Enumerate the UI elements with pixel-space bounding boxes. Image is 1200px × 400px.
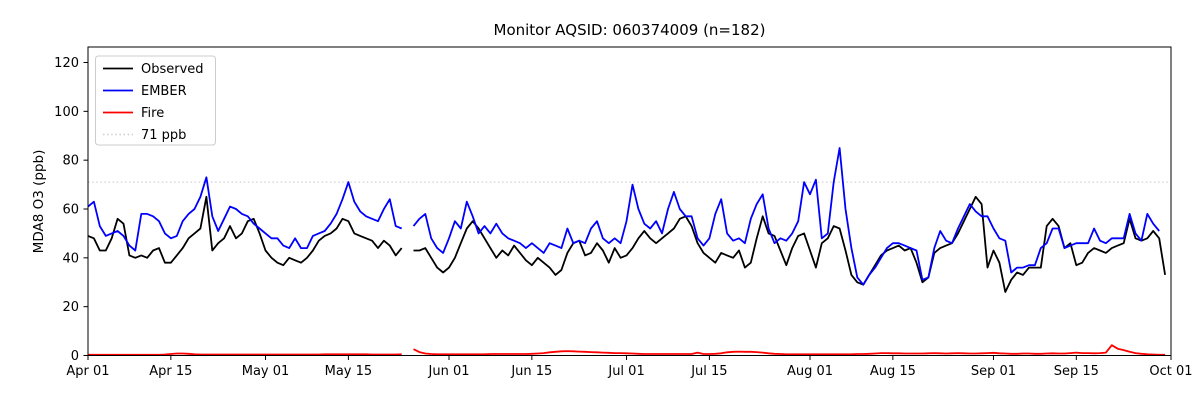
y-tick-label: 40: [62, 251, 79, 266]
x-tick-label: Sep 15: [1054, 364, 1099, 379]
x-tick-label: Oct 01: [1149, 364, 1192, 379]
observed-line: [87, 195, 403, 267]
legend-label-fire: Fire: [141, 106, 164, 121]
x-tick-label: Jun 01: [428, 364, 470, 379]
x-tick-label: May 15: [325, 364, 373, 379]
y-tick-label: 80: [62, 154, 79, 169]
y-tick-label: 0: [71, 349, 79, 364]
x-tick-label: May 01: [242, 364, 290, 379]
fire-line: [413, 344, 1166, 356]
legend-label-ember: EMBER: [141, 84, 187, 99]
x-tick-label: Apr 15: [149, 364, 192, 379]
observed-line: [413, 195, 1166, 293]
axes-box: [87, 46, 1172, 356]
ember-line: [412, 147, 1160, 286]
x-tick-label: Jun 15: [510, 364, 552, 379]
x-tick-label: Aug 15: [870, 364, 916, 379]
x-tick-label: Sep 01: [971, 364, 1016, 379]
y-tick-label: 20: [62, 300, 79, 315]
y-tick-label: 100: [54, 105, 79, 120]
legend-label-observed: Observed: [141, 62, 204, 77]
y-axis-label: MDA8 O3 (ppb): [31, 150, 47, 254]
legend: Observed EMBER Fire 71 ppb: [95, 55, 216, 146]
fire-line: [88, 352, 402, 356]
legend-box: [95, 55, 216, 146]
chart-title: Monitor AQSID: 060374009 (n=182): [494, 21, 766, 39]
y-tick-label: 120: [54, 56, 79, 71]
ember-line: [87, 176, 403, 252]
legend-label-71-ppb: 71 ppb: [141, 128, 186, 143]
x-tick-label: Jul 15: [690, 364, 727, 379]
x-tick-label: Apr 01: [66, 364, 109, 379]
plot-area: Apr 01 Apr 15 May 01 May 15 Jun 01 Jun 15 Jul …: [54, 46, 1193, 379]
x-tick-label: Aug 01: [787, 364, 833, 379]
y-tick-label: 60: [62, 203, 79, 218]
x-tick-label: Jul 01: [607, 364, 644, 379]
